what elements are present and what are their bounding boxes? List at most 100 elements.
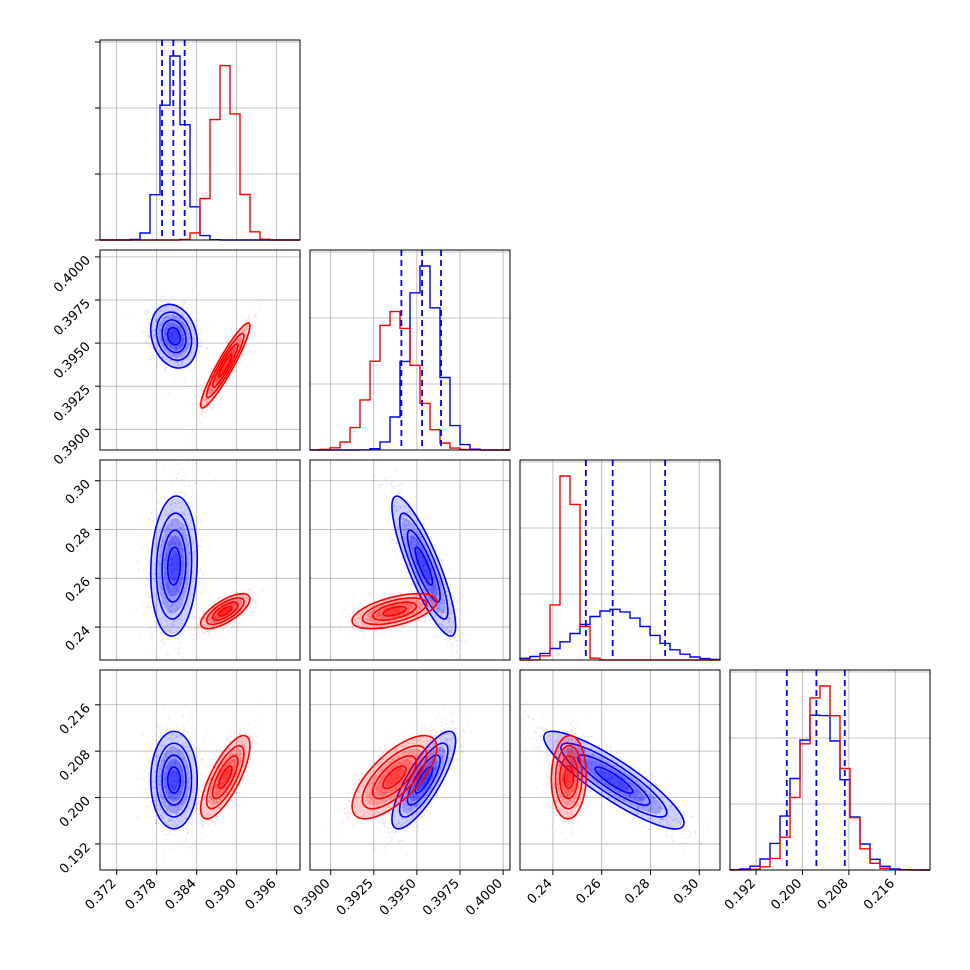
scatter-point	[174, 542, 177, 545]
scatter-point	[173, 623, 176, 626]
scatter-point	[254, 602, 257, 604]
scatter-point	[175, 308, 178, 311]
scatter-point	[159, 586, 162, 589]
scatter-point	[234, 599, 237, 602]
scatter-point	[219, 377, 222, 380]
scatter-point	[231, 609, 234, 612]
scatter-point	[170, 542, 173, 545]
scatter-point	[179, 583, 182, 586]
scatter-point	[171, 578, 174, 581]
scatter-point	[449, 613, 452, 616]
scatter-point	[167, 340, 170, 343]
scatter-point	[194, 550, 197, 553]
scatter-point	[181, 577, 184, 580]
scatter-point	[244, 333, 247, 336]
scatter-point	[171, 328, 174, 331]
scatter-point	[228, 593, 231, 596]
scatter-point	[153, 562, 156, 565]
scatter-point	[436, 607, 439, 610]
scatter-point	[178, 348, 181, 351]
scatter-point	[166, 554, 169, 557]
scatter-point	[215, 376, 218, 379]
scatter-point	[159, 300, 162, 303]
scatter-point	[407, 527, 410, 530]
scatter-point	[224, 609, 227, 612]
scatter-point	[161, 540, 164, 543]
scatter-point	[180, 321, 183, 324]
scatter-point	[237, 608, 240, 610]
scatter-point	[169, 324, 172, 327]
scatter-point	[192, 627, 195, 630]
scatter-point	[168, 548, 171, 551]
scatter-point	[233, 346, 236, 349]
scatter-point	[215, 376, 218, 379]
scatter-point	[177, 333, 179, 336]
scatter-point	[155, 489, 158, 492]
scatter-point	[180, 613, 183, 616]
scatter-point	[432, 588, 435, 591]
scatter-point	[174, 566, 177, 568]
scatter-point	[200, 539, 203, 542]
scatter-point	[178, 352, 181, 355]
scatter-point	[225, 611, 228, 614]
scatter-point	[204, 361, 207, 364]
scatter-point	[183, 531, 186, 534]
scatter-point	[184, 324, 187, 327]
scatter-point	[167, 525, 170, 527]
scatter-point	[203, 400, 206, 402]
scatter-point	[181, 556, 184, 559]
scatter-point	[232, 603, 235, 605]
scatter-point	[205, 411, 208, 414]
scatter-point	[244, 328, 247, 331]
scatter-point	[238, 598, 241, 601]
scatter-point	[216, 597, 219, 600]
scatter-point	[180, 356, 183, 359]
scatter-point	[178, 605, 181, 608]
scatter-point	[434, 584, 437, 587]
scatter-point	[186, 548, 189, 551]
scatter-point	[187, 558, 190, 561]
scatter-point	[214, 621, 217, 624]
scatter-point	[396, 521, 398, 524]
scatter-point	[185, 329, 188, 332]
scatter-point	[180, 344, 183, 347]
scatter-point	[438, 580, 441, 583]
scatter-point	[171, 557, 174, 560]
scatter-point	[165, 358, 168, 361]
scatter-point	[161, 356, 164, 358]
scatter-point	[179, 347, 182, 350]
scatter-point	[240, 600, 243, 603]
scatter-point	[180, 339, 183, 341]
scatter-point	[173, 524, 176, 527]
scatter-point	[216, 380, 219, 383]
scatter-point	[176, 607, 179, 610]
scatter-point	[418, 556, 421, 559]
panel-frame	[99, 249, 301, 451]
scatter-point	[146, 338, 149, 341]
scatter-point	[442, 620, 445, 623]
scatter-point	[216, 377, 219, 379]
scatter-point	[182, 338, 185, 341]
scatter-point	[244, 334, 247, 337]
scatter-point	[221, 369, 224, 372]
scatter-point	[169, 503, 172, 506]
scatter-point	[164, 558, 167, 561]
scatter-point	[230, 604, 233, 606]
scatter-point	[174, 322, 177, 325]
scatter-point	[185, 578, 188, 581]
scatter-point	[180, 352, 182, 354]
scatter-point	[449, 630, 452, 633]
scatter-point	[224, 363, 227, 366]
scatter-point	[176, 332, 179, 335]
scatter-point	[239, 601, 242, 604]
scatter-point	[147, 342, 150, 345]
scatter-point	[174, 506, 177, 508]
scatter-point	[170, 339, 173, 342]
scatter-point	[210, 367, 213, 370]
scatter-point	[395, 511, 398, 513]
scatter-point	[175, 614, 178, 617]
scatter-point	[178, 325, 181, 328]
scatter-point	[165, 546, 168, 549]
scatter-point	[207, 398, 210, 400]
scatter-point	[150, 311, 153, 314]
